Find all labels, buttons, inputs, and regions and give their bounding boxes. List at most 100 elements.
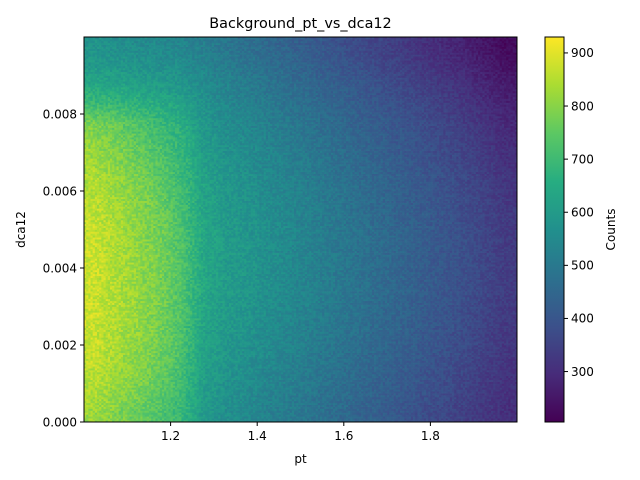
heatmap-cell xyxy=(415,377,418,380)
heatmap-cell xyxy=(101,408,104,411)
heatmap-cell xyxy=(300,389,304,392)
heatmap-cell xyxy=(144,385,148,388)
heatmap-cell xyxy=(174,387,178,390)
heatmap-cell xyxy=(452,377,455,380)
heatmap-cell xyxy=(118,408,122,411)
heatmap-cell xyxy=(458,385,462,388)
heatmap-cell xyxy=(255,391,258,394)
heatmap-cell xyxy=(428,395,431,398)
heatmap-cell xyxy=(413,393,416,396)
heatmap-cell xyxy=(120,410,124,413)
heatmap-cell xyxy=(475,391,479,394)
heatmap-cell xyxy=(103,393,106,396)
heatmap-cell xyxy=(88,383,91,386)
heatmap-cell xyxy=(352,373,355,377)
heatmap-cell xyxy=(371,389,375,392)
heatmap-cell xyxy=(142,387,145,390)
heatmap-cell xyxy=(341,400,345,404)
heatmap-cell xyxy=(187,396,191,400)
heatmap-cell xyxy=(395,400,399,404)
heatmap-cell xyxy=(361,377,364,380)
heatmap-cell xyxy=(133,381,137,384)
heatmap-cell xyxy=(224,395,228,398)
heatmap-cell xyxy=(198,402,202,406)
heatmap-cell xyxy=(439,398,442,402)
heatmap-cell xyxy=(90,412,94,415)
heatmap-cell xyxy=(345,381,349,384)
heatmap-cell xyxy=(135,412,139,415)
heatmap-cell xyxy=(285,391,288,394)
heatmap-cell xyxy=(298,396,301,400)
heatmap-cell xyxy=(88,391,91,394)
heatmap-cell xyxy=(376,393,379,396)
heatmap-cell xyxy=(216,373,219,377)
heatmap-cell xyxy=(307,410,310,413)
heatmap-cell xyxy=(397,377,401,380)
heatmap-cell xyxy=(131,414,135,417)
heatmap-cell xyxy=(330,398,334,402)
heatmap-cell xyxy=(209,400,213,404)
heatmap-cell xyxy=(300,406,304,409)
heatmap-cell xyxy=(250,406,254,409)
heatmap-cell xyxy=(432,408,436,411)
heatmap-cell xyxy=(482,393,485,396)
heatmap-cell xyxy=(309,410,312,413)
heatmap-cell xyxy=(400,391,403,394)
heatmap-cell xyxy=(207,373,210,377)
heatmap-cell xyxy=(205,400,208,404)
heatmap-cell xyxy=(291,383,295,386)
heatmap-cell xyxy=(363,402,366,406)
heatmap-cell xyxy=(270,418,273,421)
heatmap-cell xyxy=(207,416,210,419)
heatmap-cell xyxy=(415,381,418,384)
heatmap-cell xyxy=(287,395,291,398)
heatmap-cell xyxy=(135,402,139,406)
heatmap-cell xyxy=(475,398,479,402)
heatmap-cell xyxy=(144,400,148,404)
heatmap-cell xyxy=(120,396,124,400)
heatmap-cell xyxy=(445,416,449,419)
heatmap-cell xyxy=(410,373,414,377)
heatmap-cell xyxy=(484,377,488,380)
heatmap-cell xyxy=(170,402,174,406)
heatmap-cell xyxy=(294,414,297,417)
heatmap-cell xyxy=(393,396,397,400)
heatmap-cell xyxy=(384,395,388,398)
heatmap-cell xyxy=(107,400,111,404)
heatmap-cell xyxy=(419,373,423,377)
heatmap-cell xyxy=(482,418,485,421)
heatmap-cell xyxy=(341,387,345,390)
heatmap-cell xyxy=(127,395,130,398)
heatmap-cell xyxy=(185,416,189,419)
heatmap-cell xyxy=(486,393,490,396)
heatmap-cell xyxy=(499,410,503,413)
heatmap-cell xyxy=(198,420,202,423)
heatmap-cell xyxy=(278,373,282,377)
heatmap-cell xyxy=(209,404,213,407)
heatmap-cell xyxy=(168,404,171,407)
heatmap-cell xyxy=(514,395,518,398)
heatmap-cell xyxy=(168,408,171,411)
heatmap-cell xyxy=(443,402,446,406)
heatmap-cell xyxy=(391,406,394,409)
heatmap-cell xyxy=(465,395,468,398)
heatmap-cell xyxy=(222,391,226,394)
heatmap-cell xyxy=(378,391,381,394)
heatmap-cell xyxy=(512,400,516,404)
heatmap-cell xyxy=(380,408,384,411)
heatmap-cell xyxy=(374,416,377,419)
heatmap-cell xyxy=(378,414,381,417)
heatmap-cell xyxy=(497,408,501,411)
heatmap-cell xyxy=(478,385,481,388)
heatmap-cell xyxy=(415,412,418,415)
heatmap-cell xyxy=(196,389,200,392)
heatmap-cell xyxy=(469,377,472,380)
heatmap-cell xyxy=(103,387,106,390)
heatmap-cell xyxy=(393,395,397,398)
heatmap-cell xyxy=(244,393,247,396)
heatmap-cell xyxy=(192,416,195,419)
heatmap-cell xyxy=(330,412,334,415)
heatmap-cell xyxy=(491,418,494,421)
heatmap-cell xyxy=(185,398,189,402)
heatmap-cell xyxy=(183,408,187,411)
